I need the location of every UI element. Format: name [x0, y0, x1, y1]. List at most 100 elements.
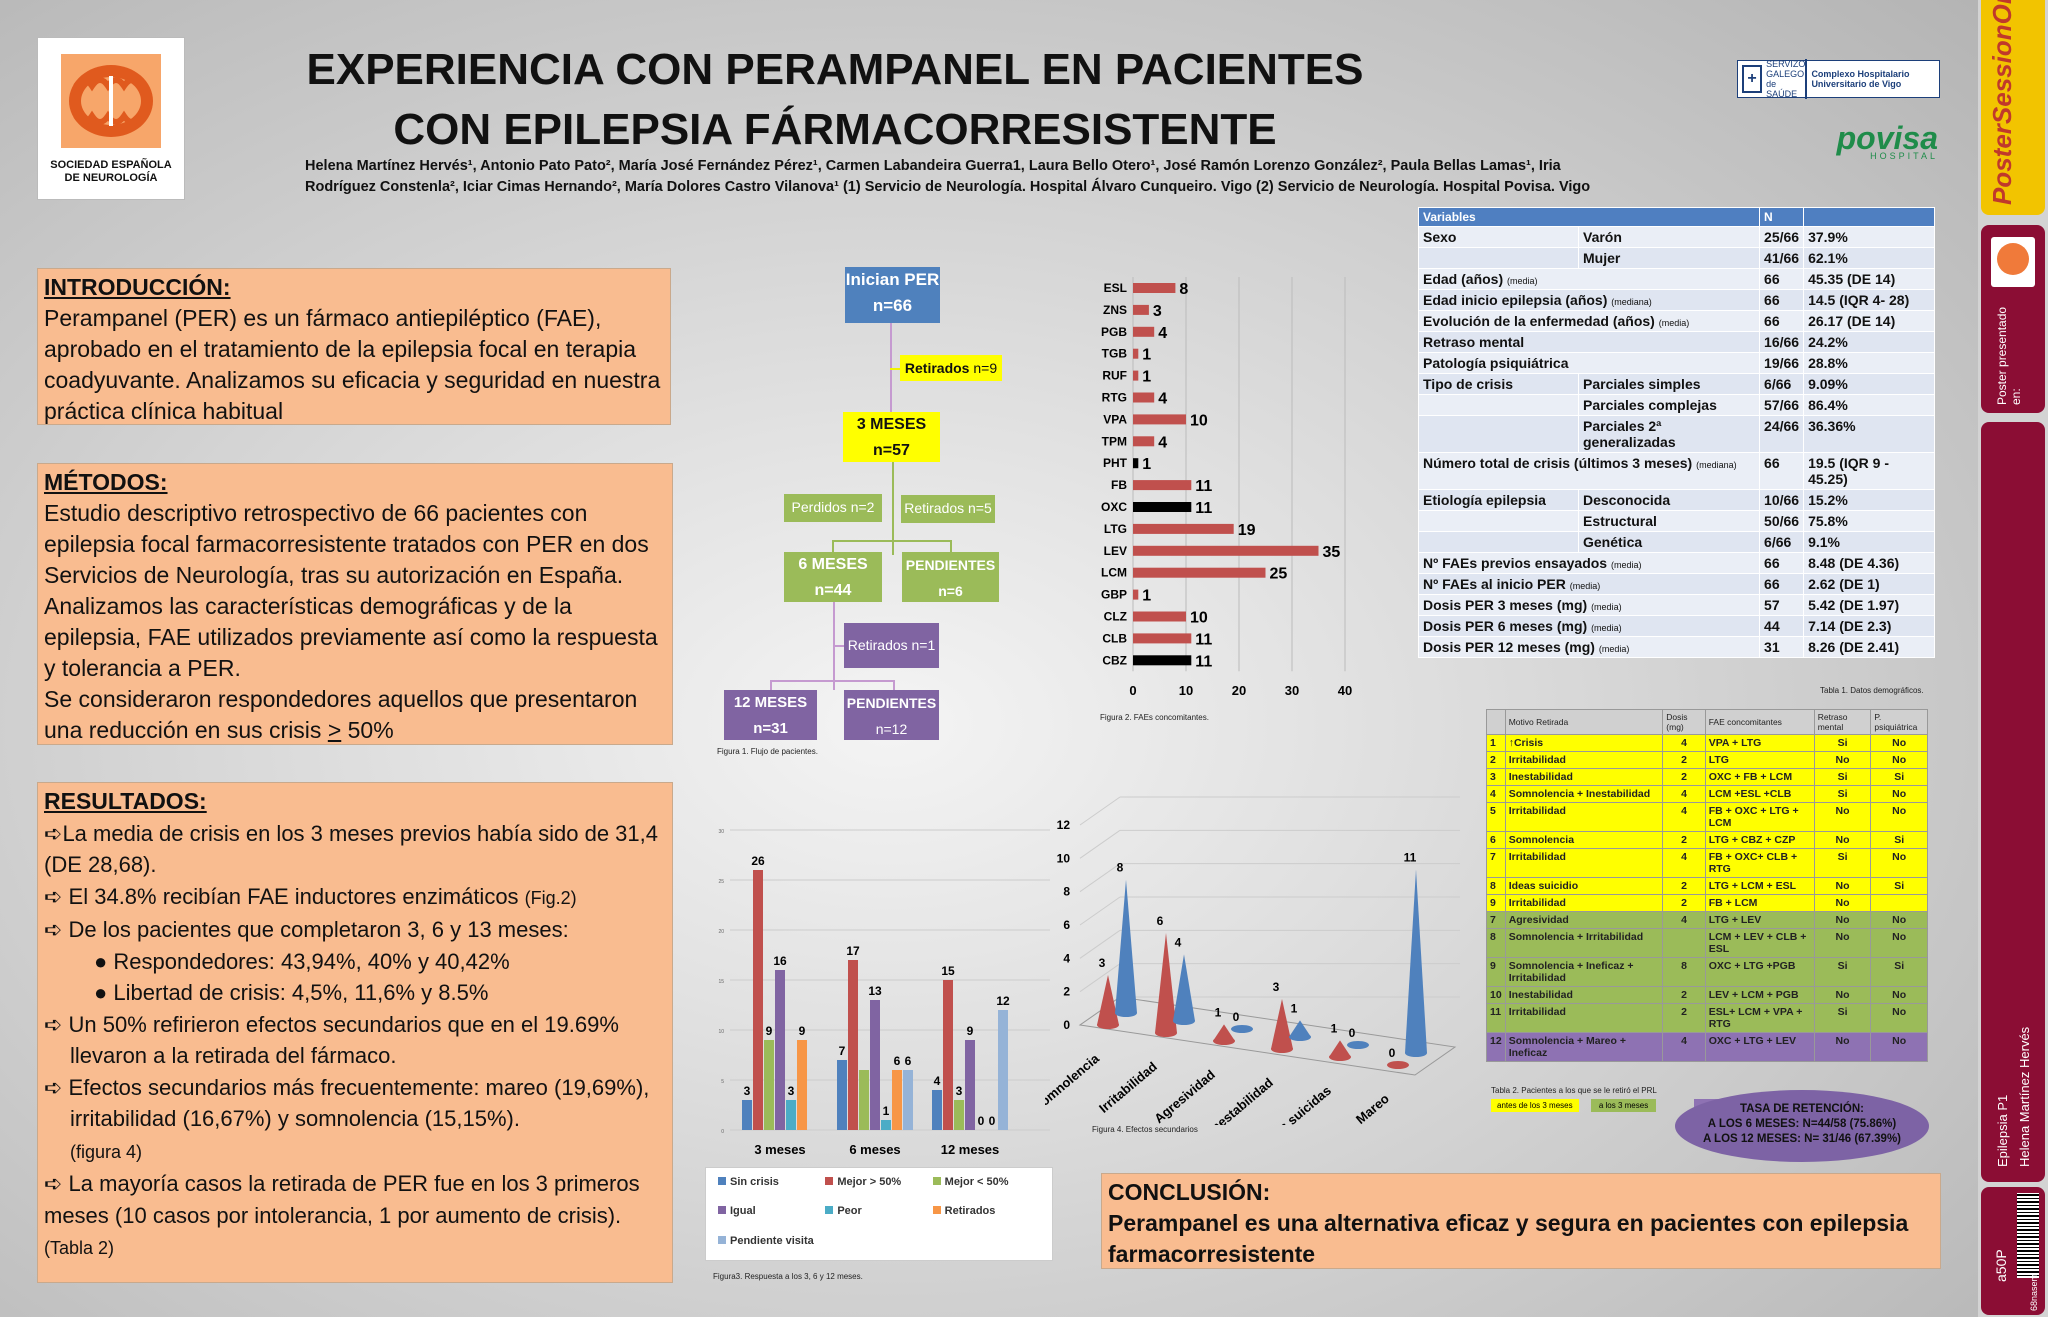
table-cell: 4 — [1662, 848, 1706, 878]
data-label: 9 — [766, 1024, 773, 1038]
table-cell: VPA + LTG — [1704, 734, 1815, 752]
table-cell — [1418, 394, 1579, 416]
info-panel: Epilepsia P1 Helena Martínez Hervés — [1981, 422, 2045, 1182]
data-label: 9 — [967, 1024, 974, 1038]
table-header: Variables N — [1417, 207, 1935, 227]
bullet-icon: ● — [94, 980, 114, 1005]
data-label: 11 — [1404, 851, 1417, 865]
table-cell: 9.1% — [1803, 531, 1935, 553]
data-label: 11 — [1195, 631, 1212, 648]
flow-withdrawn-3: Retirados n=1 — [844, 623, 939, 668]
bar — [965, 1040, 975, 1130]
results-bullet-text: Respondedores: 43,94%, 40% y 40,42% — [113, 948, 510, 974]
table-row: Dosis PER 6 meses (mg) (media) 44 7.14 (DE… — [1417, 615, 1935, 637]
table-cell: 8 — [1486, 877, 1506, 895]
bullet-icon: ● — [94, 948, 114, 974]
category-label: CLB — [1102, 631, 1127, 645]
table-row: 7 Irritabilidad 4 FB + OXC+ CLB + RTG Si No — [1486, 848, 1928, 878]
poster-title: EXPERIENCIA CON PERAMPANEL EN PACIENTES … — [306, 45, 1364, 154]
bar — [848, 960, 858, 1130]
table-cell: Parciales simples — [1577, 373, 1761, 395]
data-label: 10 — [1190, 610, 1208, 627]
table-cell: 7.14 (DE 2.3) — [1803, 615, 1935, 637]
methods-ge-symbol: > — [327, 717, 342, 743]
table-cell: 2 — [1662, 877, 1706, 895]
table-cell: Si — [1870, 768, 1928, 786]
column-header: N — [1759, 207, 1805, 227]
legend-label: Mejor < 50% — [944, 1176, 1009, 1188]
table-cell — [1418, 531, 1579, 553]
bar — [903, 1070, 913, 1130]
flow-pending-1: PENDIENTES n=6 — [902, 552, 999, 602]
y-tick-label: 0 — [721, 1129, 724, 1135]
table-row: Etiología epilepsia Desconocida 10/66 15.2% — [1418, 489, 1935, 511]
conclusion-box: CONCLUSIÓN: Perampanel es una alternativ… — [1101, 1173, 1941, 1269]
table-cell: No — [1870, 751, 1928, 769]
figure-1-caption: Figura 1. Flujo de pacientes. — [717, 747, 818, 756]
data-label: 0 — [1349, 1026, 1356, 1040]
bar — [870, 1000, 880, 1130]
povisa-sub: HOSPITAL — [1870, 151, 1938, 161]
arrow-icon: ➪ — [44, 1011, 69, 1037]
data-label: 3 — [1153, 303, 1162, 320]
data-label: 11 — [1195, 500, 1212, 517]
table-cell: 86.4% — [1803, 394, 1935, 416]
table-cell: No — [1870, 785, 1928, 803]
bar — [1133, 502, 1192, 512]
table-row: 9 Irritabilidad 2 FB + LCM No — [1486, 894, 1928, 912]
y-tick-label: 10 — [1057, 851, 1071, 865]
data-label: 1 — [1291, 1001, 1298, 1015]
table-cell: Si — [1870, 957, 1928, 987]
bar — [742, 1100, 752, 1130]
cell-note: (media) — [1598, 644, 1630, 654]
cell-note: (media) — [1569, 581, 1601, 591]
table-row: 2 Irritabilidad 2 LTG No No — [1486, 751, 1928, 769]
table-cell: No — [1870, 911, 1928, 929]
table-cell: Irritabilidad — [1504, 751, 1664, 769]
results-item: ➪ El 34.8% recibían FAE inductores enzim… — [44, 881, 666, 915]
bar — [1133, 655, 1192, 666]
cell-note: (mediana) — [1611, 297, 1652, 307]
y-tick-label: 30 — [718, 829, 724, 835]
table-cell: Dosis PER 6 meses (mg) (media) — [1417, 615, 1761, 637]
bar — [1133, 283, 1176, 293]
table-cell: 2 — [1662, 751, 1706, 769]
table-cell: Retraso mental — [1417, 331, 1761, 353]
category-label: LEV — [1104, 544, 1127, 558]
legend-label: Sin crisis — [730, 1176, 779, 1188]
table-cell — [1418, 247, 1579, 269]
table-row: Nº FAEs previos ensayados (media) 66 8.48 … — [1417, 552, 1935, 574]
table-row: Patología psiquiátrica 19/66 28.8% — [1417, 352, 1935, 374]
cone — [1289, 1020, 1311, 1037]
results-item-ref: (Fig.2) — [524, 887, 577, 908]
table-cell: 10/66 — [1759, 489, 1805, 511]
category-label: CBZ — [1102, 653, 1127, 667]
table-cell: 4 — [1486, 785, 1506, 803]
results-item-text: Efectos secundarios más frecuentemente: … — [68, 1074, 650, 1132]
cone-base — [1231, 1025, 1253, 1033]
table-row: Dosis PER 3 meses (mg) (media) 57 5.42 (DE… — [1417, 594, 1935, 616]
y-tick-label: 12 — [1057, 818, 1071, 832]
x-tick-label: 30 — [1285, 683, 1299, 698]
flow-withdrawn-1-label: Retirados — [904, 360, 970, 376]
legend-item: Peor — [825, 1205, 932, 1222]
category-label: GBP — [1101, 588, 1127, 602]
table-cell: No — [1870, 848, 1928, 878]
legend-label: Igual — [730, 1205, 756, 1218]
legend-at-3: a los 3 meses — [1590, 1099, 1657, 1112]
table-cell: 14.5 (IQR 4- 28) — [1803, 289, 1935, 311]
table-row: Estructural 50/66 75.8% — [1418, 510, 1935, 532]
table-row: 1 ↑Crisis 4 VPA + LTG Si No — [1486, 734, 1928, 752]
figure-3-legend: Sin crisis Mejor > 50% Mejor < 50% Igual Peo… — [705, 1167, 1053, 1261]
table-cell: 19/66 — [1759, 352, 1805, 374]
data-label: 19 — [1238, 522, 1256, 539]
table-cell: 8.48 (DE 4.36) — [1803, 552, 1935, 574]
table-cell: No — [1870, 734, 1928, 752]
category-label: OXC — [1101, 500, 1127, 514]
bar — [797, 1040, 807, 1130]
table-cell: 2 — [1486, 751, 1506, 769]
data-label: 3 — [956, 1084, 963, 1098]
brand-text: PosterSessionOnline — [1987, 0, 2017, 205]
table-cell: 57/66 — [1759, 394, 1805, 416]
